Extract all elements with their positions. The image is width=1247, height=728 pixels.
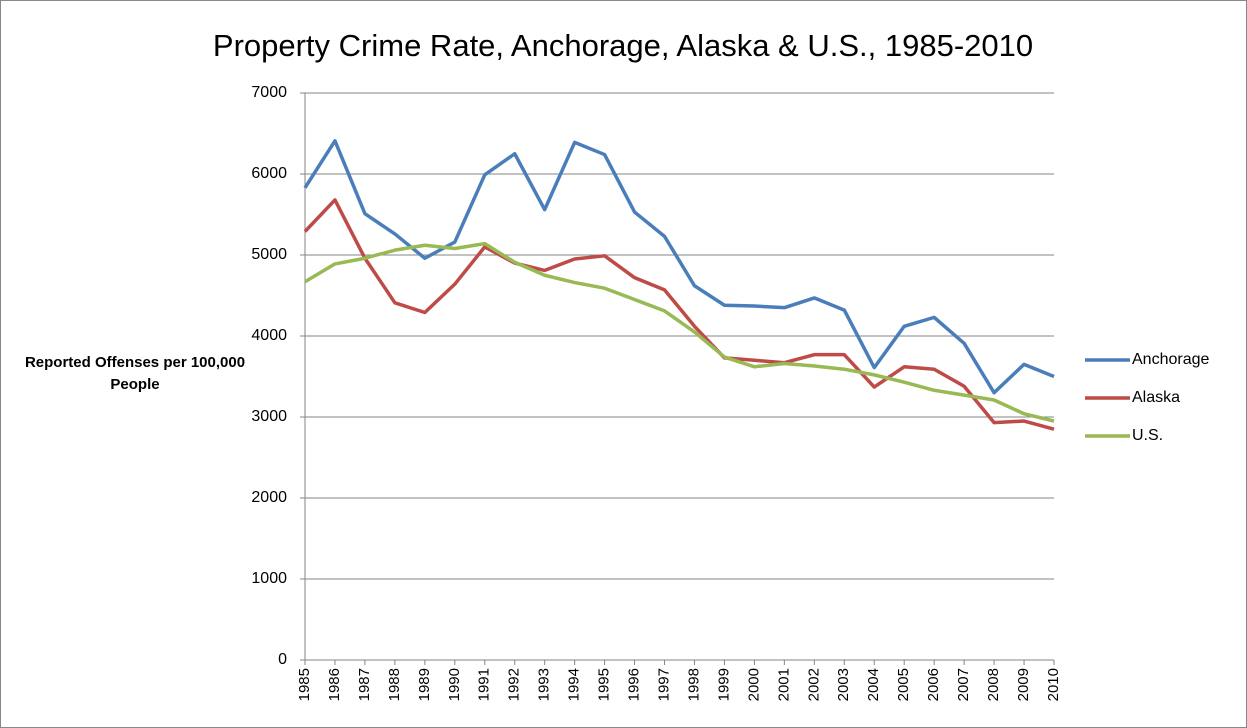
y-axis-label: Reported Offenses per 100,000 People: [24, 354, 246, 393]
series-line: [303, 139, 1055, 395]
x-tick-label: 1998: [685, 668, 702, 701]
chart-title: Property Crime Rate, Anchorage, Alaska &…: [213, 28, 1033, 63]
x-tick-label: 1990: [446, 668, 463, 701]
x-tick-label: 2004: [865, 668, 882, 701]
x-tick-label: 2007: [955, 668, 972, 701]
y-tick-label: 4000: [251, 327, 287, 344]
x-tick-label: 2010: [1045, 668, 1062, 701]
y-tick-label: 3000: [251, 408, 287, 425]
legend-label: Alaska: [1132, 389, 1180, 406]
x-tick-label: 1996: [626, 668, 643, 701]
legend-label: U.S.: [1132, 427, 1163, 444]
x-tick-label: 1993: [536, 668, 553, 701]
y-tick-label: 7000: [251, 84, 287, 101]
series-line: [304, 241, 1055, 423]
y-tick-label: 0: [278, 651, 287, 668]
y-tick-label: 1000: [251, 570, 287, 587]
x-tick-label: 2008: [985, 668, 1002, 701]
y-tick-label: 6000: [251, 165, 287, 182]
x-tick-label: 1992: [506, 668, 523, 701]
x-tick-label: 2003: [835, 668, 852, 701]
x-tick-label: 2006: [925, 668, 942, 701]
y-tick-label: 2000: [251, 489, 287, 506]
x-tick-label: 1997: [655, 668, 672, 701]
x-tick-label: 1991: [476, 668, 493, 701]
x-tick-label: 2005: [895, 668, 912, 701]
x-tick-label: 1988: [386, 668, 403, 701]
x-tick-label: 1986: [326, 668, 343, 701]
x-tick-label: 1995: [596, 668, 613, 701]
y-tick-label: 5000: [251, 246, 287, 263]
x-tick-label: 2002: [805, 668, 822, 701]
x-tick-label: 2001: [775, 668, 792, 701]
x-tick-label: 1987: [356, 668, 373, 701]
x-tick-label: 1985: [296, 668, 313, 701]
x-tick-label: 1994: [566, 668, 583, 701]
legend-label: Anchorage: [1132, 351, 1209, 368]
x-tick-label: 1989: [416, 668, 433, 701]
series-line: [303, 198, 1055, 431]
x-tick-label: 2000: [745, 668, 762, 701]
x-tick-label: 2009: [1015, 668, 1032, 701]
x-tick-label: 1999: [715, 668, 732, 701]
